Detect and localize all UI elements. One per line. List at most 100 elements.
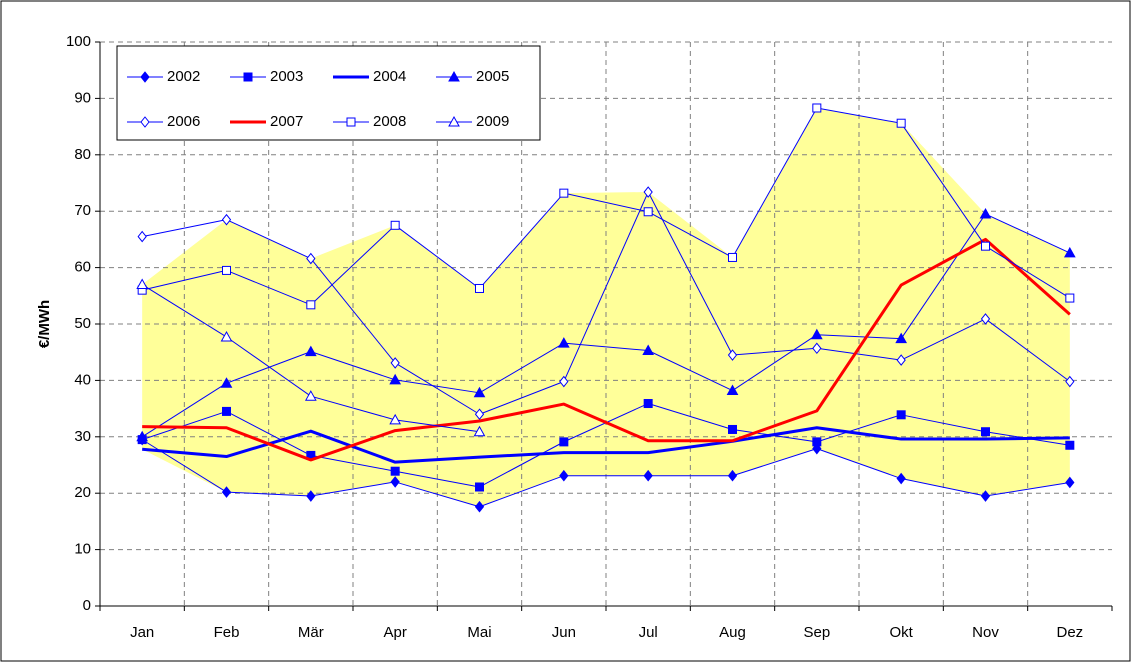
marker [390,357,400,369]
legend-marker [448,115,460,127]
marker [559,437,569,447]
marker [896,472,906,485]
series-line [142,426,1070,464]
y-tick-label: 90 [74,89,91,106]
marker [306,300,316,310]
marker [642,344,655,356]
series-line [142,107,1071,306]
marker [137,230,147,243]
marker [136,278,149,290]
x-tick-label: Feb [214,624,240,641]
y-axis-label: €/MWh [36,300,53,348]
marker [222,406,231,416]
marker [812,103,822,113]
marker [559,188,569,198]
legend-label: 2009 [476,113,509,130]
legend-label: 2005 [476,68,509,85]
y-tick-label: 40 [74,371,91,388]
legend-marker [346,117,356,127]
x-tick-label: Jul [639,624,658,641]
marker [728,252,737,262]
marker [727,349,738,361]
marker [643,469,653,482]
legend-label: 2008 [373,113,406,130]
marker [728,424,737,434]
legend-box [116,45,541,141]
legend-marker [448,70,460,82]
marker [221,486,232,498]
marker [643,207,653,217]
marker [474,408,485,421]
y-tick-label: 30 [74,428,91,445]
x-tick-label: Sep [803,624,830,641]
x-tick-label: Nov [972,624,999,641]
marker [221,213,232,226]
marker [559,375,569,388]
series-line [141,213,1071,438]
marker [473,425,486,437]
legend-marker [140,116,150,128]
marker [390,466,400,476]
marker [643,399,653,409]
marker [475,482,484,492]
marker [390,220,400,230]
x-tick-label: Okt [889,624,913,641]
marker [559,469,569,482]
y-tick-label: 70 [74,202,91,219]
legend-marker [243,72,253,82]
legend-label: 2007 [270,113,303,130]
marker [1065,476,1075,489]
marker [306,252,316,265]
x-tick-label: Mär [298,624,324,641]
marker [306,490,316,502]
y-tick-label: 50 [74,315,91,332]
marker [810,328,823,340]
legend-label: 2002 [167,68,200,85]
marker [557,337,570,348]
x-tick-label: Mai [467,624,491,641]
marker [304,345,317,357]
marker [136,430,149,442]
marker [304,390,317,401]
legend-label: 2003 [270,68,303,85]
marker [981,241,990,251]
series-line [142,191,1071,415]
marker [220,377,233,388]
x-tick-label: Jan [130,624,154,641]
series-line [142,237,1071,462]
marker [1065,293,1075,303]
x-tick-label: Aug [719,624,746,641]
marker [390,476,400,488]
marker [389,413,402,425]
marker [896,410,906,420]
legend-label: 2006 [167,113,200,130]
marker [812,342,822,355]
y-tick-label: 0 [83,597,91,614]
marker [220,330,233,342]
x-tick-label: Apr [383,624,406,641]
legend-label: 2004 [373,68,406,85]
y-tick-label: 10 [74,541,91,558]
marker [812,437,822,447]
y-tick-label: 80 [74,146,91,163]
series-line [141,439,1070,508]
marker [981,427,990,437]
marker [727,469,738,482]
marker [895,332,908,344]
y-tick-label: 60 [74,259,91,276]
marker [1063,246,1076,258]
marker [389,373,402,385]
marker [474,500,485,513]
marker [1065,440,1075,450]
marker [980,490,991,502]
y-tick-label: 20 [74,484,91,501]
marker [473,386,486,398]
marker [896,118,906,128]
marker [1065,375,1075,388]
marker [222,265,231,275]
legend-marker [140,71,150,83]
x-tick-label: Jun [552,624,576,641]
marker [979,207,992,219]
